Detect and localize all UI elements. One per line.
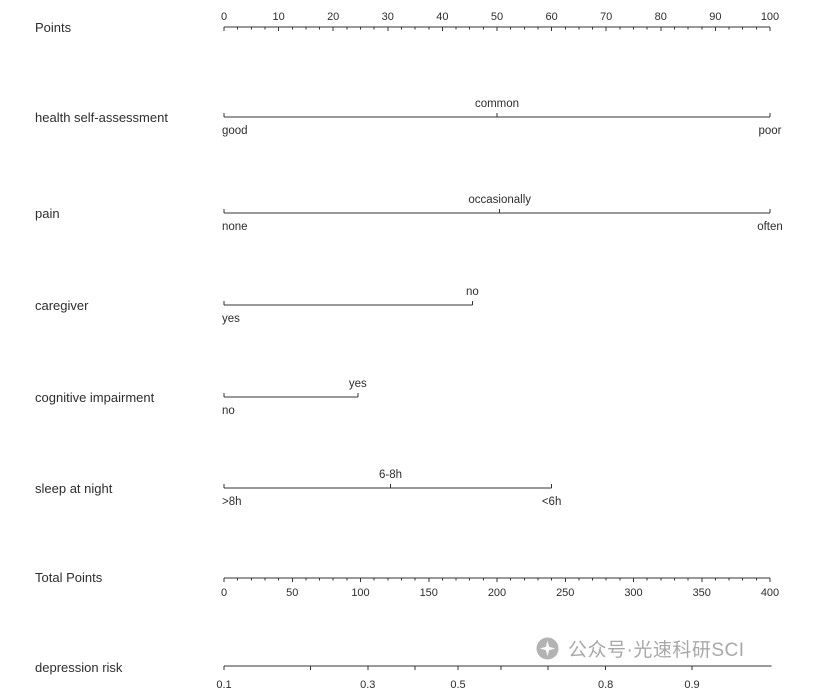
points-axis-tick-label: 70 bbox=[600, 11, 612, 23]
row-label-sleep-at-night: sleep at night bbox=[35, 481, 113, 496]
total-points-tick-label: 200 bbox=[488, 587, 506, 599]
points-axis-tick-label: 80 bbox=[655, 11, 667, 23]
row-label-health-self-assessment: health self-assessment bbox=[35, 110, 168, 125]
points-axis-tick-label: 60 bbox=[545, 11, 557, 23]
category-label: no bbox=[222, 405, 235, 417]
points-axis-tick-label: 100 bbox=[761, 11, 779, 23]
total-points-tick-label: 100 bbox=[351, 587, 369, 599]
row-label-cognitive-impairment: cognitive impairment bbox=[35, 390, 155, 405]
points-axis-tick-label: 10 bbox=[272, 11, 284, 23]
row-label-points: Points bbox=[35, 20, 72, 35]
points-axis-tick-label: 40 bbox=[436, 11, 448, 23]
points-axis-tick-label: 20 bbox=[327, 11, 339, 23]
category-label: common bbox=[475, 98, 519, 110]
category-label: none bbox=[222, 221, 248, 233]
row-label-total-points: Total Points bbox=[35, 570, 103, 585]
risk-axis-tick-label: 0.1 bbox=[216, 679, 231, 691]
points-axis-tick-label: 90 bbox=[709, 11, 721, 23]
category-label: often bbox=[757, 221, 783, 233]
category-label: yes bbox=[222, 313, 240, 325]
total-points-tick-label: 400 bbox=[761, 587, 779, 599]
category-label: <6h bbox=[542, 496, 562, 508]
watermark: 公众号·光速科研SCI bbox=[536, 635, 745, 662]
total-points-tick-label: 350 bbox=[693, 587, 711, 599]
sparkle-badge-icon bbox=[536, 637, 559, 660]
total-points-tick-label: 250 bbox=[556, 587, 574, 599]
risk-axis-tick-label: 0.9 bbox=[684, 679, 699, 691]
risk-axis-tick-label: 0.8 bbox=[598, 679, 613, 691]
total-points-tick-label: 0 bbox=[221, 587, 227, 599]
risk-axis-tick-label: 0.3 bbox=[360, 679, 375, 691]
category-label: no bbox=[466, 286, 479, 298]
category-label: poor bbox=[758, 125, 781, 137]
category-label: good bbox=[222, 125, 248, 137]
row-label-pain: pain bbox=[35, 206, 60, 221]
category-label: 6-8h bbox=[379, 469, 402, 481]
total-points-tick-label: 300 bbox=[624, 587, 642, 599]
category-label: >8h bbox=[222, 496, 242, 508]
points-axis-tick-label: 0 bbox=[221, 11, 227, 23]
total-points-tick-label: 150 bbox=[420, 587, 438, 599]
risk-axis-tick-label: 0.5 bbox=[450, 679, 465, 691]
watermark-text: 公众号·光速科研SCI bbox=[568, 640, 745, 661]
points-axis-tick-label: 50 bbox=[491, 11, 503, 23]
category-label: yes bbox=[349, 378, 367, 390]
row-label-caregiver: caregiver bbox=[35, 298, 89, 313]
row-label-depression-risk: depression risk bbox=[35, 660, 123, 675]
total-points-tick-label: 50 bbox=[286, 587, 298, 599]
category-label: occasionally bbox=[468, 194, 531, 206]
points-axis-tick-label: 30 bbox=[382, 11, 394, 23]
